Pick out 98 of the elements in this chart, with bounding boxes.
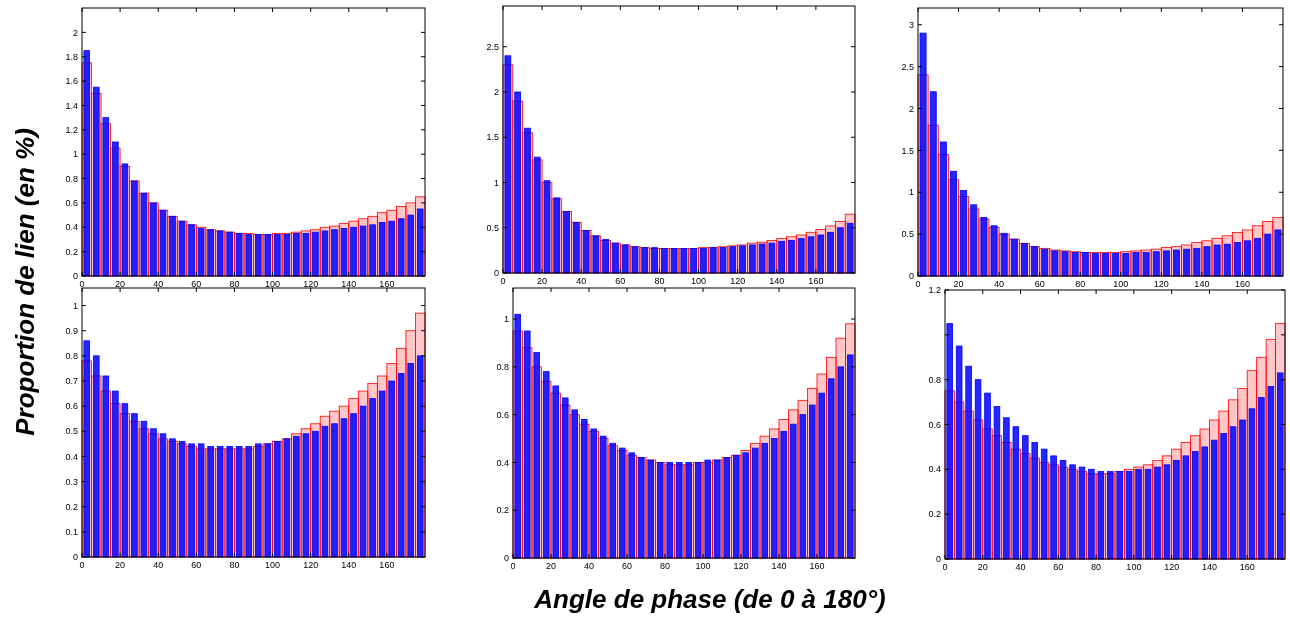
x-tick-label: 0 — [79, 279, 85, 289]
y-tick-label: 1.2 — [65, 124, 78, 135]
x-tick-label: 160 — [809, 561, 825, 571]
x-tick-label: 140 — [769, 276, 785, 286]
x-tick-label: 160 — [379, 279, 395, 289]
y-tick-label: 2 — [72, 27, 78, 38]
y-tick-label: 1 — [503, 314, 509, 325]
x-tick-label: 20 — [953, 279, 964, 289]
y-tick-label: 1 — [72, 149, 78, 160]
y-tick-label: 1.5 — [486, 132, 499, 143]
x-tick-label: 60 — [615, 276, 626, 286]
x-tick-label: 20 — [537, 276, 548, 286]
x-tick-label: 20 — [115, 279, 126, 289]
y-tick-label: 2.5 — [901, 61, 914, 72]
y-tick-label: 0.9 — [65, 325, 78, 336]
x-tick-label: 140 — [1194, 279, 1210, 289]
y-tick-label: 0.4 — [928, 464, 941, 475]
y-tick-label: 0.2 — [928, 509, 941, 520]
x-axis-title: Angle de phase (de 0 à 180°) — [533, 584, 886, 614]
x-tick-label: 40 — [153, 279, 164, 289]
x-tick-label: 0 — [942, 562, 948, 572]
x-tick-label: 0 — [79, 560, 85, 570]
x-tick-label: 20 — [545, 561, 557, 571]
y-tick-label: 1.8 — [65, 51, 78, 62]
y-tick-label: 0.5 — [486, 222, 499, 233]
x-tick-label: 80 — [229, 279, 240, 289]
x-tick-label: 60 — [1053, 562, 1064, 572]
x-tick-label: 160 — [1239, 562, 1255, 572]
x-tick-label: 140 — [1201, 562, 1217, 572]
x-tick-label: 80 — [229, 560, 240, 570]
y-tick-label: 0.8 — [496, 362, 509, 372]
y-tick-label: 1 — [493, 177, 499, 188]
x-tick-label: 160 — [379, 560, 395, 570]
y-tick-label: 0.2 — [496, 505, 509, 516]
y-tick-label: 0.4 — [496, 457, 509, 468]
y-tick-label: 1.4 — [65, 100, 78, 111]
y-tick-label: 1.2 — [928, 285, 941, 296]
x-tick-label: 140 — [771, 561, 787, 571]
x-tick-label: 120 — [1164, 562, 1180, 572]
x-tick-label: 40 — [576, 276, 587, 286]
x-tick-label: 40 — [994, 279, 1005, 289]
y-tick-label: 1 — [908, 187, 914, 198]
y-tick-label: 0.3 — [65, 476, 78, 487]
y-tick-label: 0.6 — [65, 401, 78, 412]
y-tick-label: 0.8 — [65, 351, 78, 362]
x-tick-label: 140 — [341, 560, 357, 570]
y-tick-label: 0 — [493, 268, 499, 279]
x-tick-label: 100 — [691, 276, 707, 286]
y-tick-label: 0 — [72, 552, 78, 563]
x-tick-label: 60 — [191, 560, 202, 570]
x-tick-label: 140 — [341, 279, 357, 289]
x-tick-label: 120 — [303, 560, 319, 570]
y-tick-label: 0.5 — [65, 426, 78, 437]
y-tick-label: 1 — [72, 300, 78, 311]
x-tick-label: 120 — [1153, 279, 1169, 289]
x-tick-label: 20 — [115, 560, 126, 570]
x-tick-label: 40 — [1015, 562, 1026, 572]
y-tick-label: 0.2 — [65, 246, 78, 257]
y-tick-label: 0.1 — [65, 527, 78, 538]
y-tick-label: 0.6 — [65, 198, 78, 209]
y-tick-label: 0.4 — [65, 222, 78, 233]
x-tick-label: 120 — [303, 279, 319, 289]
x-tick-label: 80 — [1075, 279, 1086, 289]
x-tick-label: 40 — [153, 560, 164, 570]
y-tick-label: 0.5 — [901, 229, 914, 240]
x-tick-label: 40 — [583, 561, 595, 571]
x-tick-label: 0 — [915, 279, 921, 289]
y-tick-label: 0.4 — [65, 451, 78, 462]
x-tick-label: 160 — [808, 276, 824, 286]
x-tick-label: 100 — [265, 560, 281, 570]
y-tick-label: 1.6 — [65, 76, 78, 87]
x-tick-label: 100 — [265, 279, 281, 289]
y-tick-label: 0.7 — [65, 376, 78, 387]
x-tick-label: 0 — [510, 561, 516, 571]
x-tick-label: 100 — [1113, 279, 1129, 289]
y-tick-label: 2.5 — [486, 41, 499, 52]
x-tick-label: 120 — [733, 561, 749, 571]
x-tick-label: 60 — [621, 561, 633, 571]
x-tick-label: 80 — [654, 276, 665, 286]
y-tick-label: 0.8 — [65, 173, 78, 184]
x-tick-label: 80 — [1091, 562, 1102, 572]
x-tick-label: 120 — [730, 276, 746, 286]
y-axis-title: Proportion de lien (en %) — [10, 128, 40, 436]
x-tick-label: 100 — [695, 561, 711, 571]
y-tick-label: 3 — [908, 19, 914, 30]
y-tick-label: 1.5 — [901, 145, 914, 156]
y-tick-label: 2 — [908, 103, 914, 114]
y-tick-label: 0.6 — [496, 409, 509, 420]
x-tick-label: 60 — [1034, 279, 1045, 289]
y-tick-label: 0.8 — [928, 374, 941, 385]
x-tick-label: 100 — [1126, 562, 1142, 572]
x-tick-label: 60 — [191, 279, 202, 289]
x-tick-label: 80 — [659, 561, 671, 571]
y-tick-label: 0.6 — [928, 419, 941, 430]
y-tick-label: 2 — [493, 87, 499, 98]
y-tick-label: 0.2 — [65, 501, 78, 512]
x-tick-label: 160 — [1234, 279, 1250, 289]
x-tick-label: 20 — [977, 562, 988, 572]
